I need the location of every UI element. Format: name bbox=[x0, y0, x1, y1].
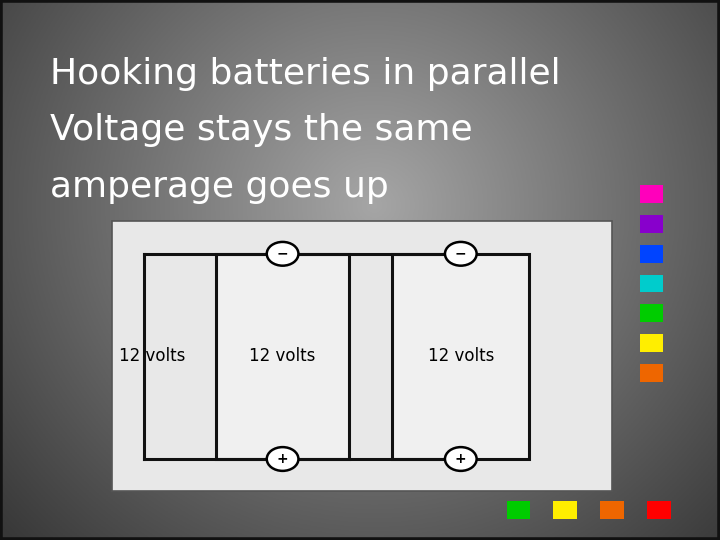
Circle shape bbox=[445, 447, 477, 471]
Text: −: − bbox=[455, 247, 467, 261]
Bar bbox=[640, 364, 664, 381]
Bar bbox=[392, 254, 529, 459]
Text: Hooking batteries in parallel: Hooking batteries in parallel bbox=[50, 57, 561, 91]
Bar bbox=[216, 254, 349, 459]
Text: amperage goes up: amperage goes up bbox=[50, 170, 389, 204]
Circle shape bbox=[266, 242, 298, 266]
Text: Voltage stays the same: Voltage stays the same bbox=[50, 113, 473, 147]
Text: 12 volts: 12 volts bbox=[119, 347, 185, 366]
Text: +: + bbox=[276, 452, 289, 466]
Bar bbox=[640, 275, 664, 293]
Bar bbox=[112, 221, 612, 491]
Bar bbox=[600, 501, 624, 519]
Text: 12 volts: 12 volts bbox=[428, 347, 494, 366]
Bar bbox=[640, 185, 664, 203]
Bar bbox=[554, 501, 577, 519]
Bar bbox=[640, 245, 664, 262]
Text: +: + bbox=[455, 452, 467, 466]
Bar bbox=[647, 501, 671, 519]
Circle shape bbox=[445, 242, 477, 266]
Text: −: − bbox=[276, 247, 289, 261]
Text: 12 volts: 12 volts bbox=[249, 347, 316, 366]
Bar bbox=[640, 334, 664, 352]
Bar bbox=[640, 215, 664, 233]
Bar bbox=[507, 501, 530, 519]
Bar bbox=[640, 304, 664, 322]
Circle shape bbox=[266, 447, 298, 471]
